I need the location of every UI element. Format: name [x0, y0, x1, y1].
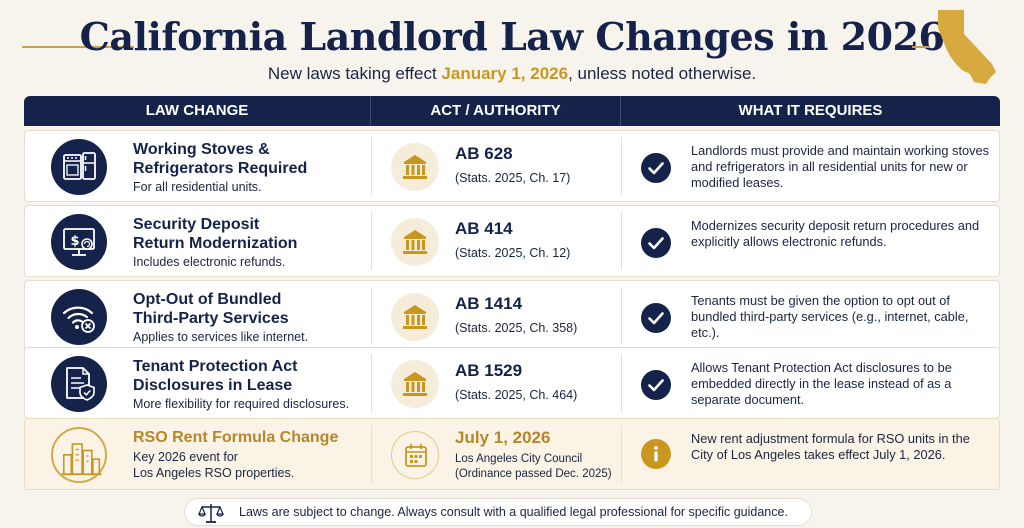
law-title: RSO Rent Formula Change: [133, 429, 339, 446]
city-buildings-icon: [51, 427, 107, 483]
law-title: Working Stoves & Refrigerators Required: [133, 140, 363, 178]
act-number: AB 414: [455, 219, 513, 238]
law-subtitle: Key 2026 event for: [133, 450, 238, 464]
law-title-line: Opt-Out of Bundled: [133, 291, 282, 308]
requirement-text: Modernizes security deposit return proce…: [691, 218, 980, 249]
act-authority: Los Angeles City Council: [455, 453, 583, 465]
act-number: AB 628: [455, 144, 513, 163]
column-header-what-it-requires: WHAT IT REQUIRES: [620, 96, 1000, 126]
title-rule-right: [912, 46, 930, 48]
cell-divider: [621, 137, 622, 195]
law-table: LAW CHANGE ACT / AUTHORITY WHAT IT REQUI…: [24, 96, 1000, 490]
law-title-line: Refrigerators Required: [133, 160, 308, 177]
subtitle-date: January 1, 2026: [441, 64, 569, 83]
calendar-icon: [391, 431, 439, 479]
table-row: $ Security Deposit Return Modernization …: [24, 205, 1000, 277]
table-row: RSO Rent Formula Change Key 2026 event f…: [24, 418, 1000, 490]
cell-divider: [371, 287, 372, 345]
column-header-act-authority: ACT / AUTHORITY: [370, 96, 620, 126]
cell-divider: [621, 425, 622, 483]
table-header: LAW CHANGE ACT / AUTHORITY WHAT IT REQUI…: [24, 96, 1000, 126]
header: California Landlord Law Changes in 2026 …: [0, 0, 1024, 92]
check-icon: [641, 228, 671, 258]
law-title: Opt-Out of Bundled Third-Party Services: [133, 290, 363, 328]
page-subtitle: New laws taking effect January 1, 2026, …: [0, 64, 1024, 84]
law-subtitle: For all residential units.: [133, 180, 262, 194]
act-date: July 1, 2026: [455, 428, 551, 447]
cell-divider: [371, 137, 372, 195]
act-statute: (Stats. 2025, Ch. 12): [455, 246, 571, 260]
cell-divider: [371, 425, 372, 483]
cell-divider: [621, 287, 622, 345]
document-shield-icon: [51, 356, 107, 412]
act-statute: (Stats. 2025, Ch. 17): [455, 171, 571, 185]
disclaimer-text: Laws are subject to change. Always consu…: [239, 505, 788, 519]
requirement-text: New rent adjustment formula for RSO unit…: [691, 431, 970, 462]
check-icon: [641, 303, 671, 333]
table-row: Working Stoves & Refrigerators Required …: [24, 130, 1000, 202]
courthouse-icon: [391, 293, 439, 341]
svg-text:$: $: [70, 234, 79, 249]
law-title: Tenant Protection Act Disclosures in Lea…: [133, 357, 363, 395]
appliances-icon: [51, 139, 107, 195]
wifi-cancel-icon: [51, 289, 107, 345]
monitor-dollar-icon: $: [51, 214, 107, 270]
check-icon: [641, 370, 671, 400]
table-row: Tenant Protection Act Disclosures in Lea…: [24, 347, 1000, 419]
requirement-text: Allows Tenant Protection Act disclosures…: [691, 360, 952, 407]
law-title-line: Tenant Protection Act: [133, 358, 298, 375]
courthouse-icon: [391, 143, 439, 191]
law-title-line: Working Stoves &: [133, 141, 270, 158]
check-icon: [641, 153, 671, 183]
cell-divider: [621, 354, 622, 412]
table-row: Opt-Out of Bundled Third-Party Services …: [24, 280, 1000, 352]
law-subtitle: Los Angeles RSO properties.: [133, 466, 295, 480]
law-title-line: Security Deposit: [133, 216, 260, 233]
law-subtitle: Includes electronic refunds.: [133, 255, 286, 269]
cell-divider: [621, 212, 622, 270]
act-ordinance-note: (Ordinance passed Dec. 2025): [455, 468, 612, 480]
info-icon: [641, 439, 671, 469]
law-title-line: Disclosures in Lease: [133, 377, 293, 394]
scales-of-justice-icon: [198, 504, 224, 523]
disclaimer-footer: Laws are subject to change. Always consu…: [184, 498, 812, 526]
requirement-text: Landlords must provide and maintain work…: [691, 143, 990, 190]
subtitle-suffix: , unless noted otherwise.: [568, 64, 757, 83]
act-statute: (Stats. 2025, Ch. 464): [455, 388, 578, 402]
law-title: Security Deposit Return Modernization: [133, 215, 363, 253]
cell-divider: [371, 212, 372, 270]
courthouse-icon: [391, 218, 439, 266]
courthouse-icon: [391, 360, 439, 408]
act-statute: (Stats. 2025, Ch. 358): [455, 321, 578, 335]
law-subtitle: Applies to services like internet.: [133, 330, 309, 344]
law-title-line: Return Modernization: [133, 235, 298, 252]
california-map-icon: [938, 10, 996, 84]
law-subtitle: More flexibility for required disclosure…: [133, 397, 350, 411]
requirement-text: Tenants must be given the option to opt …: [691, 293, 969, 340]
page-title: California Landlord Law Changes in 2026: [79, 14, 945, 59]
law-title-line: Third-Party Services: [133, 310, 289, 327]
act-number: AB 1414: [455, 294, 523, 313]
subtitle-prefix: New laws taking effect: [267, 64, 437, 83]
cell-divider: [371, 354, 372, 412]
title-rule-left: [22, 46, 134, 48]
act-number: AB 1529: [455, 361, 523, 380]
column-header-law-change: LAW CHANGE: [145, 102, 249, 119]
